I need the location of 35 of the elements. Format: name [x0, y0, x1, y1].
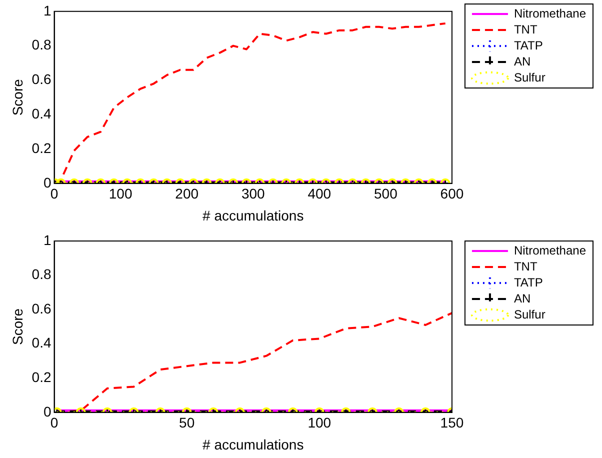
- legend-label: Sulfur: [514, 307, 546, 322]
- legend-label: TNT: [514, 22, 538, 36]
- x-tick-label: 100: [108, 186, 132, 202]
- y-tick-label: 0.8: [32, 266, 52, 282]
- y-tick-label: 0.6: [32, 300, 52, 316]
- y-tick-label: 0.8: [32, 36, 52, 53]
- x-tick-label: 500: [374, 186, 398, 202]
- y-axis-title: Score: [9, 308, 26, 345]
- legend-label: AN: [514, 291, 531, 306]
- y-tick-label: 0.4: [32, 105, 52, 122]
- y-tick-label: 0.6: [32, 71, 52, 88]
- legend-label: Sulfur: [514, 70, 546, 84]
- legend-label: Nitromethane: [514, 6, 586, 20]
- x-tick-label: 400: [308, 186, 332, 202]
- x-tick-label: 100: [308, 414, 332, 431]
- legend-label: AN: [514, 54, 531, 68]
- x-tick-label: 300: [241, 186, 266, 202]
- y-tick-label: 0.2: [32, 140, 52, 156]
- legend-label: TATP: [514, 275, 543, 290]
- x-tick-label: 150: [440, 414, 464, 431]
- x-axis-title: # accumulations: [202, 436, 304, 452]
- x-axis-title: # accumulations: [202, 207, 304, 224]
- x-tick-label: 50: [179, 414, 195, 431]
- y-tick-label: 0: [43, 403, 52, 420]
- y-axis-title: Score: [9, 78, 26, 116]
- y-tick-label: 0.4: [32, 334, 52, 351]
- x-tick-label: 200: [175, 186, 199, 202]
- x-tick-label: 600: [440, 186, 464, 202]
- y-tick-label: 0: [43, 174, 52, 190]
- y-tick-label: 0.2: [32, 368, 52, 385]
- legend-label: Nitromethane: [514, 243, 586, 258]
- legend-label: TATP: [514, 38, 543, 52]
- y-tick-label: 1: [43, 232, 52, 248]
- y-tick-label: 1: [43, 2, 52, 18]
- legend-label: TNT: [514, 259, 538, 274]
